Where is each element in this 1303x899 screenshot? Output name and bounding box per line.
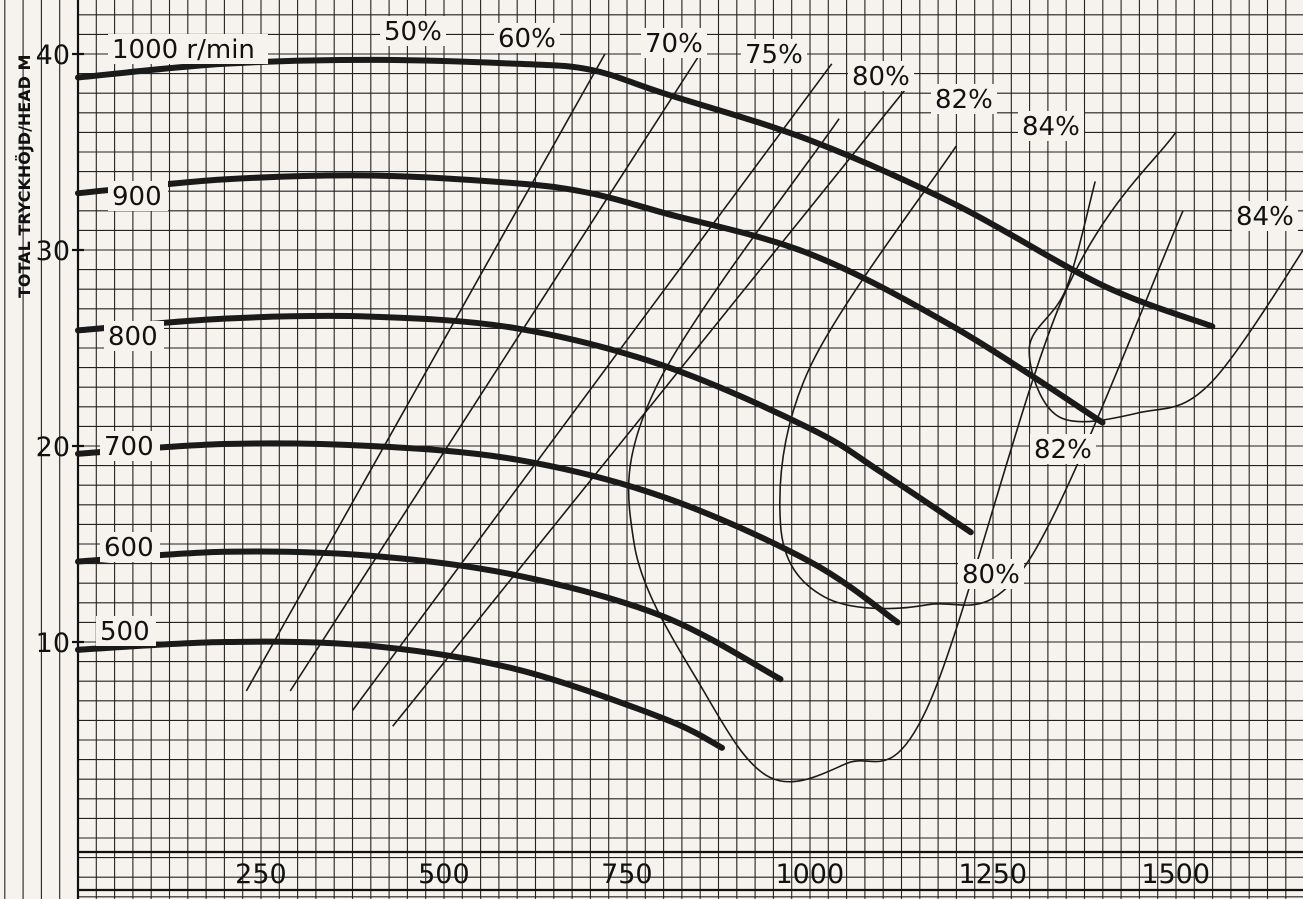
efficiency-lines [245,53,1303,783]
efficiency-label: 84% [1022,112,1080,142]
speed-label-bg [96,616,156,646]
efficiency-label: 75% [745,40,803,70]
efficiency-contour [627,118,1177,783]
y-tick-label: 40 [36,40,70,71]
efficiency-label: 82% [1034,435,1092,465]
efficiency-label: 50% [384,17,442,47]
efficiency-label-bg [1018,111,1084,141]
efficiency-label: 84% [1236,202,1294,232]
efficiency-line [351,63,833,712]
efficiency-label-bg [958,559,1024,589]
y-tick-label: 20 [36,432,70,463]
efficiency-line [289,53,701,692]
speed-label: 1000 r/min [112,35,255,65]
efficiency-line [245,53,606,692]
efficiency-label-bg [1232,201,1298,231]
speed-label: 600 [104,533,154,563]
efficiency-label: 82% [935,85,993,115]
efficiency-label-bg [931,84,997,114]
efficiency-label-bg [741,39,807,69]
chart-labels: 1000 r/min 900 800 700 600 500 50% 60% 70% 75% 80%… [36,16,1298,890]
x-tick-label: 750 [601,859,653,890]
speed-curves [75,56,1216,751]
efficiency-label: 70% [645,29,703,59]
y-tick-label: 30 [36,236,70,267]
speed-curve [75,638,725,751]
speed-curve [75,172,1106,426]
x-tick-label: 250 [235,859,287,890]
speed-curve [75,56,1216,330]
speed-curve [75,440,901,626]
x-tick-label: 500 [418,859,470,890]
x-tick-label: 1000 [775,859,844,890]
speed-curve [75,548,784,683]
efficiency-contour [779,145,1184,610]
chart-grid [4,0,1303,899]
speed-label-bg [104,321,164,351]
speed-label-bg [100,532,160,562]
efficiency-label-bg [380,16,446,46]
speed-label: 800 [108,322,158,352]
efficiency-label: 80% [852,62,910,92]
speed-label-bg [100,431,160,461]
speed-label: 700 [104,432,154,462]
efficiency-label: 60% [498,24,556,54]
efficiency-label-bg [848,61,914,91]
x-tick-label: 1250 [958,859,1027,890]
efficiency-label-bg [641,28,707,58]
y-axis-label: TOTAL TRYCKHÖJD/HEAD M [15,55,34,298]
x-tick-label: 1500 [1141,859,1210,890]
efficiency-contour [1028,181,1303,423]
efficiency-label: 80% [962,560,1020,590]
speed-label-bg [108,34,268,64]
efficiency-label-bg [1030,434,1096,464]
speed-label: 500 [100,617,150,647]
efficiency-label-bg [494,23,560,53]
speed-label: 900 [112,182,162,212]
speed-curve [75,312,974,536]
efficiency-line [392,84,910,727]
speed-label-bg [108,181,168,211]
y-tick-label: 10 [36,628,70,659]
